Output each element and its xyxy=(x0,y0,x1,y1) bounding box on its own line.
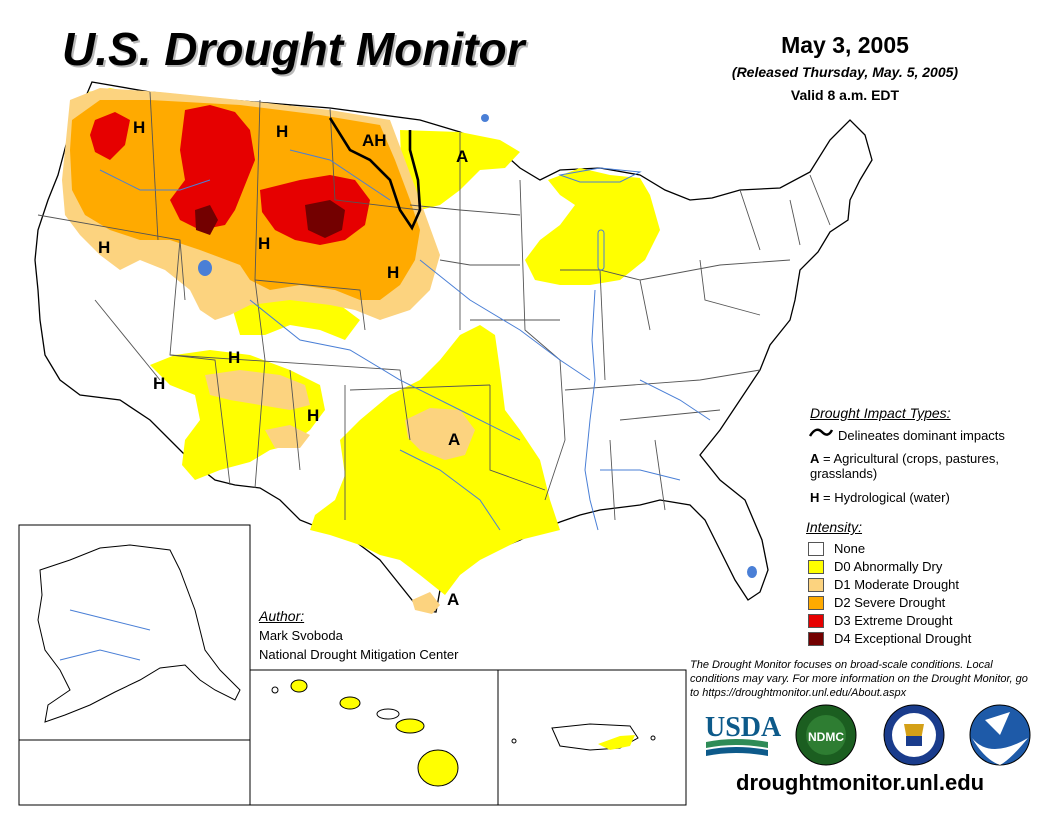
impact-lines xyxy=(328,117,422,231)
doc-seal xyxy=(883,704,945,766)
impact-line-label: Delineates dominant impacts xyxy=(838,428,1005,443)
alaska-inset xyxy=(18,524,251,806)
impact-label: H xyxy=(258,234,270,253)
author-name: Mark Svoboda xyxy=(259,628,343,643)
swatch-d3 xyxy=(808,614,824,628)
swatch-d1 xyxy=(808,578,824,592)
lakes xyxy=(198,114,757,578)
intensity-d4-label: D4 Exceptional Drought xyxy=(834,631,972,646)
disclaimer-note: The Drought Monitor focuses on broad-sca… xyxy=(690,659,1028,699)
impact-label: H xyxy=(98,238,110,257)
impact-label: H xyxy=(133,118,145,137)
d1-southwest xyxy=(205,370,310,410)
impact-agri-label-cont: grasslands) xyxy=(810,466,878,481)
impact-hydro-symbol: H xyxy=(810,490,820,505)
impact-hydro-text: = Hydrological (water) xyxy=(823,490,950,505)
intensity-legend-heading: Intensity: xyxy=(806,519,863,535)
ndmc-logo: NDMC xyxy=(795,704,857,766)
swatch-none xyxy=(808,542,824,556)
impact-label: H xyxy=(307,406,319,425)
author-org: National Drought Mitigation Center xyxy=(259,647,459,662)
impact-labels: H H AH A H H H H H H A A H xyxy=(98,118,468,609)
intensity-d1-label: D1 Moderate Drought xyxy=(834,577,960,592)
author-heading: Author: xyxy=(259,608,305,624)
d3-oregon xyxy=(90,112,130,160)
release-date: (Released Thursday, May. 5, 2005) xyxy=(731,64,959,80)
ndmc-logo-text: NDMC xyxy=(808,730,844,744)
puerto-rico-inset xyxy=(497,669,687,806)
page-title: U.S. Drought Monitor xyxy=(62,23,525,75)
intensity-d2-label: D2 Severe Drought xyxy=(834,595,946,610)
d1-nm xyxy=(265,425,310,448)
swatch-d4 xyxy=(808,632,824,646)
d3-montana-west xyxy=(170,105,255,230)
map-date: May 3, 2005 xyxy=(781,32,909,58)
impact-line-icon xyxy=(808,428,834,437)
valid-time: Valid 8 a.m. EDT xyxy=(790,87,900,103)
d0-colorado xyxy=(230,295,360,340)
noaa-logo xyxy=(969,704,1031,766)
impact-label: H xyxy=(387,263,399,282)
impact-agri-text: = Agricultural (crops, pastures, xyxy=(823,451,999,466)
impact-label: AH xyxy=(362,131,387,150)
intensity-d3-label: D3 Extreme Drought xyxy=(834,613,953,628)
d0-great-lakes xyxy=(525,168,660,285)
d1-texas xyxy=(405,408,475,460)
rivers xyxy=(99,149,711,531)
impact-label: A xyxy=(447,590,459,609)
usda-logo: USDA xyxy=(705,712,782,756)
impact-legend-heading: Drought Impact Types: xyxy=(810,405,951,421)
intensity-none-label: None xyxy=(834,541,866,556)
d4-wyoming xyxy=(305,200,345,238)
swatch-d2 xyxy=(808,596,824,610)
impact-label: H xyxy=(276,122,288,141)
d0-great-plains-texas xyxy=(310,325,560,595)
impact-agri-label: A = Agricultural (crops, pastures, xyxy=(810,451,999,466)
website-link[interactable]: droughtmonitor.unl.edu xyxy=(736,770,985,795)
impact-label: A xyxy=(448,430,460,449)
impact-label: H xyxy=(228,348,240,367)
usda-logo-text: USDA xyxy=(705,712,782,743)
hawaii-inset xyxy=(249,669,499,806)
d1-south-tx xyxy=(412,592,440,614)
swatch-d0 xyxy=(808,560,824,574)
impact-hydro-label: H = Hydrological (water) xyxy=(810,490,950,505)
impact-label: H xyxy=(153,374,165,393)
intensity-d0-label: D0 Abnormally Dry xyxy=(834,559,943,574)
alaska-shape xyxy=(37,544,241,723)
d4-idaho xyxy=(195,205,218,235)
impact-label: A xyxy=(456,147,468,166)
impact-agri-symbol: A xyxy=(810,451,820,466)
